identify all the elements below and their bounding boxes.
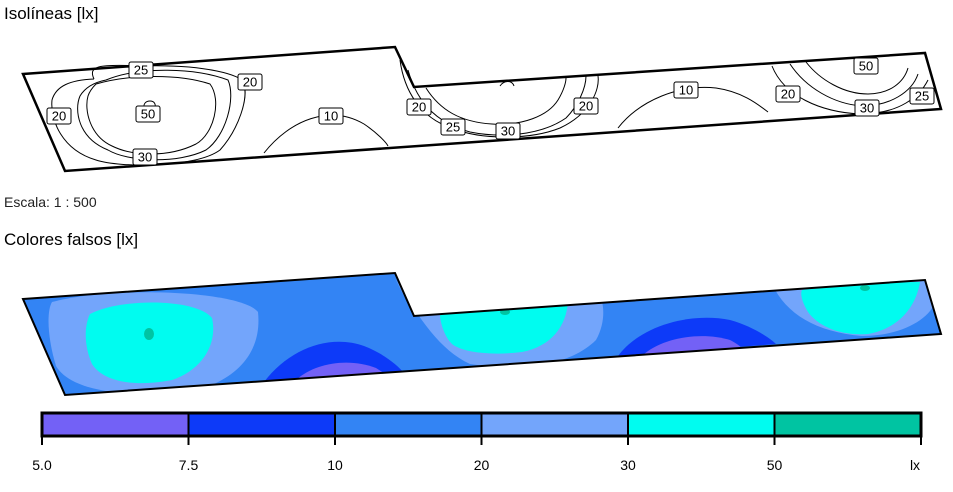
isoline-plan: 25 20 20 50 30 10 20 25 30 20 10 20 50 30 25 (21, 45, 943, 173)
svg-text:25: 25 (134, 63, 148, 78)
svg-text:20: 20 (579, 99, 593, 114)
svg-text:10: 10 (324, 109, 338, 124)
svg-text:20: 20 (52, 109, 66, 124)
contour-label: 30 (495, 122, 521, 140)
contour-label: 20 (775, 85, 801, 103)
legend-swatch (627, 412, 776, 437)
false-colors-title: Colores falsos [lx] (4, 230, 139, 249)
svg-text:20: 20 (243, 75, 257, 90)
color-legend: 5.0 7.5 10 20 30 50 lx (32, 411, 923, 473)
svg-text:30: 30 (138, 150, 152, 165)
fc-zone-30-50-middle (440, 301, 568, 354)
legend-tick-label: 50 (767, 457, 783, 473)
svg-text:30: 30 (501, 124, 515, 139)
fc-zone-30-50-right (801, 282, 920, 335)
contour-label: 10 (318, 107, 344, 125)
contour-label: 25 (440, 118, 466, 136)
legend-tick-label: lx (910, 457, 920, 473)
legend-tick-label: 20 (474, 457, 490, 473)
legend-swatch (187, 412, 336, 437)
contour-label: 20 (406, 98, 432, 116)
legend-swatch (334, 412, 483, 437)
contour-label: 20 (46, 107, 72, 125)
svg-text:50: 50 (859, 59, 873, 74)
svg-text:20: 20 (781, 87, 795, 102)
legend-tick-label: 30 (620, 457, 636, 473)
contour-label: 30 (132, 148, 158, 166)
contour-label: 10 (673, 81, 699, 99)
legend-tick-label: 10 (327, 457, 343, 473)
svg-text:25: 25 (446, 120, 460, 135)
contour-label: 20 (237, 73, 263, 91)
fc-spot-50-right (860, 285, 870, 291)
contour-label: 20 (573, 97, 599, 115)
fc-spot-50-left (144, 328, 154, 340)
legend-swatch (41, 412, 190, 437)
contour-label: 25 (128, 61, 154, 79)
contour-label: 50 (135, 105, 161, 123)
contour-label: 30 (854, 99, 880, 117)
isolines-title: Isolíneas [lx] (4, 4, 99, 23)
legend-swatch (480, 412, 629, 437)
false-color-plan (21, 271, 943, 397)
legend-swatch (773, 412, 922, 437)
fc-zone-30-50-left (85, 302, 214, 384)
legend-tick-label: 7.5 (179, 457, 199, 473)
contour-labels: 25 20 20 50 30 10 20 25 30 20 10 20 50 30 25 (46, 57, 935, 166)
legend-tick-label: 5.0 (32, 457, 52, 473)
svg-text:20: 20 (412, 100, 426, 115)
svg-text:30: 30 (860, 101, 874, 116)
room-outline-iso (21, 45, 943, 173)
room-outline-fc (21, 271, 943, 397)
svg-text:25: 25 (915, 89, 929, 104)
svg-text:50: 50 (141, 107, 155, 122)
svg-text:10: 10 (679, 83, 693, 98)
scale-text: Escala: 1 : 500 (4, 194, 97, 210)
contour-label: 50 (853, 57, 879, 75)
contour-label: 25 (909, 87, 935, 105)
